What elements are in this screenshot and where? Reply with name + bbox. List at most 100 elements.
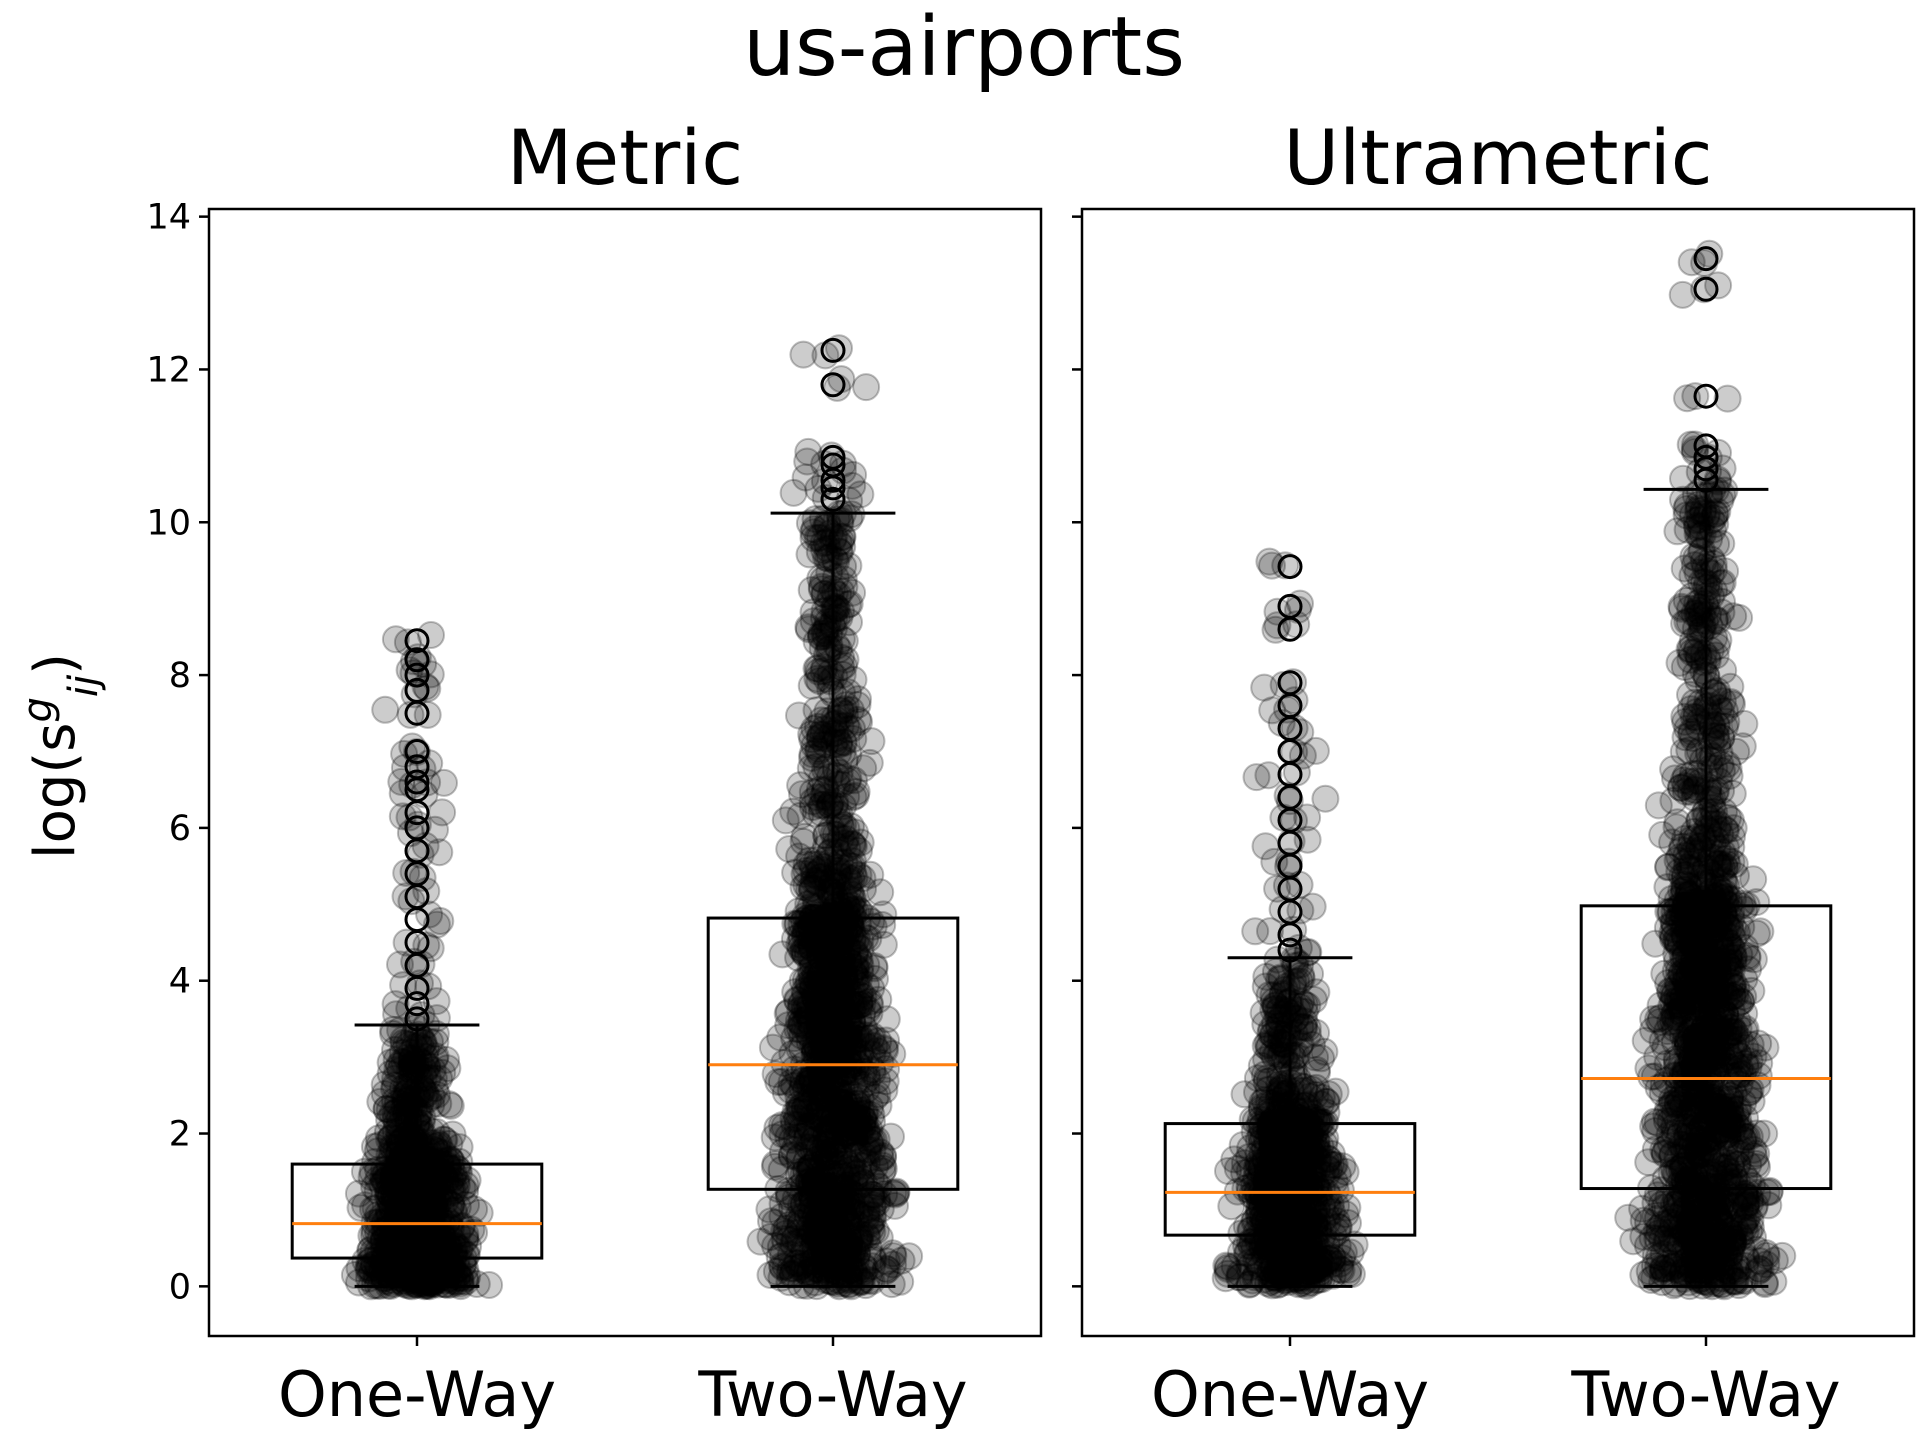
- scatter-point: [423, 1233, 452, 1262]
- scatter-point: [1263, 597, 1292, 626]
- axes-frame: [207, 207, 1043, 1338]
- scatter-point: [400, 1032, 429, 1061]
- scatter-point: [1246, 1253, 1275, 1282]
- x-tick-label: Two-Way: [697, 1358, 967, 1431]
- scatter-point: [370, 1080, 399, 1108]
- scatter-point: [437, 1147, 466, 1176]
- scatter-point: [423, 1131, 452, 1160]
- scatter-point: [1665, 648, 1694, 677]
- scatter-point: [409, 1188, 438, 1217]
- scatter-point: [380, 1071, 409, 1100]
- scatter-point: [404, 1159, 433, 1188]
- scatter-point: [378, 1133, 407, 1161]
- scatter-point: [392, 1233, 421, 1262]
- scatter-point: [417, 621, 445, 649]
- scatter-point: [359, 1195, 387, 1224]
- scatter-point: [424, 1270, 453, 1299]
- scatter-point: [1254, 761, 1283, 790]
- scatter-point: [425, 1246, 454, 1275]
- scatter-point: [432, 1226, 461, 1255]
- scatter-point: [864, 985, 893, 1014]
- scatter-point: [432, 1166, 461, 1195]
- scatter-point: [1716, 1151, 1745, 1180]
- scatter-point: [399, 1239, 428, 1268]
- scatter-point: [1714, 754, 1743, 783]
- scatter-point: [431, 1270, 460, 1299]
- scatter-point: [393, 1242, 422, 1271]
- scatter-point: [416, 1181, 445, 1210]
- scatter-point: [839, 884, 868, 913]
- scatter-point: [415, 1170, 443, 1199]
- scatter-point: [401, 1164, 430, 1193]
- scatter-point: [419, 1182, 448, 1211]
- scatter-point: [364, 1200, 393, 1229]
- scatter-point: [797, 576, 826, 605]
- scatter-point: [417, 1166, 446, 1195]
- scatter-point: [375, 1168, 404, 1197]
- scatter-point: [841, 938, 870, 967]
- scatter-point: [375, 1105, 404, 1134]
- scatter-point: [442, 1171, 471, 1200]
- scatter-point: [400, 1262, 429, 1291]
- scatter-point: [422, 1159, 451, 1188]
- scatter-point: [420, 1044, 449, 1073]
- scatter-point: [1722, 1026, 1751, 1054]
- y-tick-label: 12: [146, 350, 191, 390]
- scatter-point: [370, 1070, 399, 1099]
- scatter-point: [1251, 832, 1280, 861]
- scatter-point: [412, 1035, 440, 1064]
- scatter-point: [401, 1227, 430, 1256]
- scatter-point: [1323, 1218, 1352, 1246]
- scatter-point: [420, 1249, 449, 1277]
- scatter-point: [394, 1185, 423, 1214]
- scatter-point: [886, 1267, 915, 1296]
- scatter-point: [379, 1252, 408, 1281]
- scatter-point: [411, 1200, 440, 1229]
- scatter-point: [376, 1227, 404, 1256]
- scatter-point: [406, 1113, 434, 1142]
- scatter-point: [375, 1253, 404, 1281]
- scatter-point: [421, 1254, 450, 1283]
- scatter-point: [447, 1211, 476, 1240]
- scatter-point: [823, 373, 852, 402]
- scatter-point: [436, 1174, 465, 1203]
- scatter-point: [420, 1176, 449, 1205]
- scatter-point: [1648, 1079, 1677, 1108]
- scatter-point: [394, 1248, 423, 1277]
- scatter-point: [410, 1081, 439, 1110]
- scatter-point: [439, 1177, 468, 1205]
- scatter-point: [411, 1228, 440, 1257]
- scatter-point: [377, 1189, 406, 1218]
- scatter-point: [1687, 1223, 1716, 1252]
- scatter-point: [1280, 1057, 1308, 1086]
- scatter-point: [381, 1255, 409, 1284]
- scatter-point: [1688, 823, 1717, 852]
- scatter-point: [1689, 547, 1718, 576]
- panel-title: Ultrametric: [1283, 113, 1712, 202]
- scatter-point: [379, 1153, 408, 1182]
- scatter-point: [405, 1153, 434, 1182]
- scatter-point: [1716, 806, 1745, 835]
- scatter-point: [416, 1188, 445, 1217]
- scatter-point: [360, 1132, 389, 1161]
- scatter-point: [1251, 1207, 1280, 1236]
- scatter-point: [377, 1141, 406, 1170]
- scatter-point: [385, 1118, 414, 1147]
- y-tick-label: 2: [169, 1115, 191, 1155]
- scatter-point: [446, 1234, 474, 1263]
- scatter-point: [1695, 1181, 1724, 1210]
- scatter-point: [826, 1048, 855, 1077]
- scatter-point: [400, 1235, 429, 1264]
- y-tick-label: 14: [146, 198, 191, 238]
- scatter-point: [1742, 1235, 1771, 1264]
- scatter-point: [417, 1246, 446, 1275]
- scatter-point: [1614, 1203, 1643, 1232]
- scatter-point: [392, 1141, 421, 1170]
- scatter-point: [414, 1085, 443, 1114]
- scatter-point: [393, 1139, 422, 1168]
- scatter-point: [1637, 1266, 1666, 1294]
- scatter-point: [407, 1159, 436, 1188]
- scatter-point: [393, 1165, 422, 1194]
- scatter-point: [1723, 918, 1751, 947]
